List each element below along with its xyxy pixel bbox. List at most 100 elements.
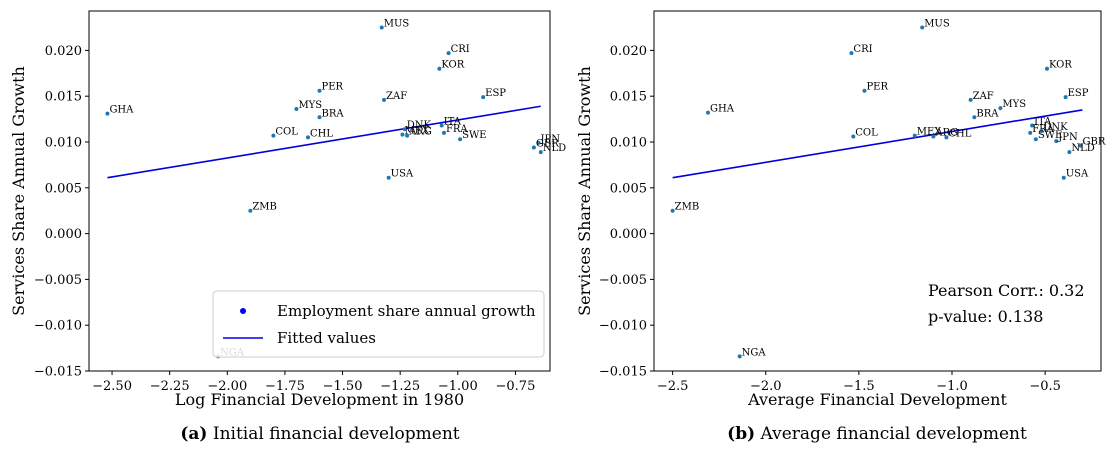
x-tick-label: −2.50 [92, 379, 132, 394]
data-point [531, 145, 536, 150]
data-point [1044, 66, 1049, 71]
data-point [248, 208, 253, 213]
point-label: COL [275, 127, 298, 138]
point-label: GHA [710, 104, 735, 115]
point-label: ARG [408, 127, 432, 138]
panel-caption: (b) Average financial development [727, 424, 1027, 444]
point-label: MUS [924, 18, 950, 29]
y-tick-label: 0.005 [45, 181, 82, 196]
y-tick-label: −0.015 [34, 365, 82, 380]
point-label: CRI [451, 44, 470, 55]
data-point [405, 133, 410, 138]
data-point [105, 111, 110, 116]
y-tick-label: −0.015 [599, 365, 647, 380]
point-label: COL [855, 127, 878, 138]
point-label: ESP [485, 88, 506, 99]
x-tick-label: −0.5 [1029, 379, 1061, 394]
y-tick-label: 0.000 [610, 227, 647, 242]
legend: Employment share annual growth Fitted val… [212, 290, 545, 358]
y-tick-label: 0.020 [610, 44, 647, 59]
y-axis-label: Services Share Annual Growth [9, 66, 28, 316]
y-tick-label: −0.005 [34, 273, 82, 288]
point-label: GHA [109, 105, 134, 116]
point-label: NGA [742, 347, 767, 358]
x-axis-label: Log Financial Development in 1980 [175, 390, 464, 409]
point-label: ESP [1068, 88, 1089, 99]
x-tick-label: −1.5 [843, 379, 875, 394]
point-label: MYS [298, 100, 322, 111]
point-label: ZAF [973, 91, 994, 102]
point-label: MYS [1002, 99, 1026, 110]
point-label: PER [322, 82, 344, 93]
x-tick-label: −1.25 [380, 379, 420, 394]
data-point [538, 150, 543, 155]
data-point [1033, 137, 1038, 142]
data-point [1039, 129, 1044, 133]
caption-tag: (a) [180, 424, 207, 444]
legend-entry-label: Fitted values [277, 329, 376, 347]
y-tick-label: 0.010 [45, 135, 82, 150]
x-tick-label: −2.0 [750, 379, 782, 394]
data-point [1078, 143, 1083, 148]
y-tick-label: −0.010 [599, 319, 647, 334]
x-tick-label: −2.5 [657, 379, 689, 394]
data-point [737, 354, 742, 359]
data-point [1063, 95, 1068, 100]
point-label: JPN [539, 134, 560, 145]
data-point [972, 115, 977, 120]
stat-annotation: Pearson Corr.: 0.32 [928, 281, 1085, 300]
point-label: BRA [976, 108, 999, 119]
data-point [1054, 139, 1059, 144]
y-tick-label: 0.000 [45, 227, 82, 242]
data-point [920, 25, 925, 30]
data-point [446, 51, 451, 56]
y-tick-label: 0.015 [45, 90, 82, 105]
point-label: ZMB [675, 202, 700, 213]
data-point [931, 134, 936, 139]
data-point [1061, 175, 1066, 180]
data-point [851, 134, 856, 139]
x-tick-label: −1.75 [265, 379, 305, 394]
data-point [271, 133, 276, 138]
data-point [437, 66, 442, 71]
x-tick-label: −2.00 [207, 379, 247, 394]
point-label: KOR [441, 60, 464, 71]
point-label: CHL [310, 128, 333, 139]
y-tick-label: 0.010 [610, 135, 647, 150]
data-point [382, 97, 387, 102]
data-point [912, 133, 917, 138]
point-label: GBR [1083, 137, 1106, 148]
y-axis-label: Services Share Annual Growth [575, 66, 594, 316]
point-label: MUS [384, 18, 410, 29]
y-tick-label: 0.015 [610, 90, 647, 105]
x-axis-label: Average Financial Development [747, 390, 1007, 409]
data-point [849, 51, 854, 56]
y-tick-label: 0.005 [610, 181, 647, 196]
data-point [536, 140, 541, 145]
caption-tag: (b) [727, 424, 755, 444]
y-tick-label: −0.005 [599, 273, 647, 288]
point-label: JPN [1057, 132, 1078, 143]
point-label: CHL [948, 128, 971, 139]
point-label: MEX [404, 126, 430, 137]
point-label: GBR [536, 138, 559, 149]
point-label: KOR [1049, 60, 1072, 71]
point-label: FRA [1032, 124, 1054, 135]
stat-annotation: p-value: 0.138 [928, 307, 1043, 326]
point-label: NLD [543, 143, 566, 154]
y-tick-label: −0.010 [34, 319, 82, 334]
point-label: PER [866, 82, 888, 93]
data-point [439, 123, 444, 128]
data-point [379, 25, 384, 30]
data-point [441, 130, 446, 135]
x-tick-label: −1.00 [438, 379, 478, 394]
fitted-line [672, 109, 1083, 179]
legend-entry-label: Employment share annual growth [277, 302, 536, 320]
caption-text: Average financial development [760, 424, 1027, 444]
data-point [402, 127, 407, 132]
data-point [305, 135, 310, 140]
data-point [400, 132, 405, 137]
plot-frame [88, 10, 551, 372]
point-label: CRI [853, 44, 872, 55]
